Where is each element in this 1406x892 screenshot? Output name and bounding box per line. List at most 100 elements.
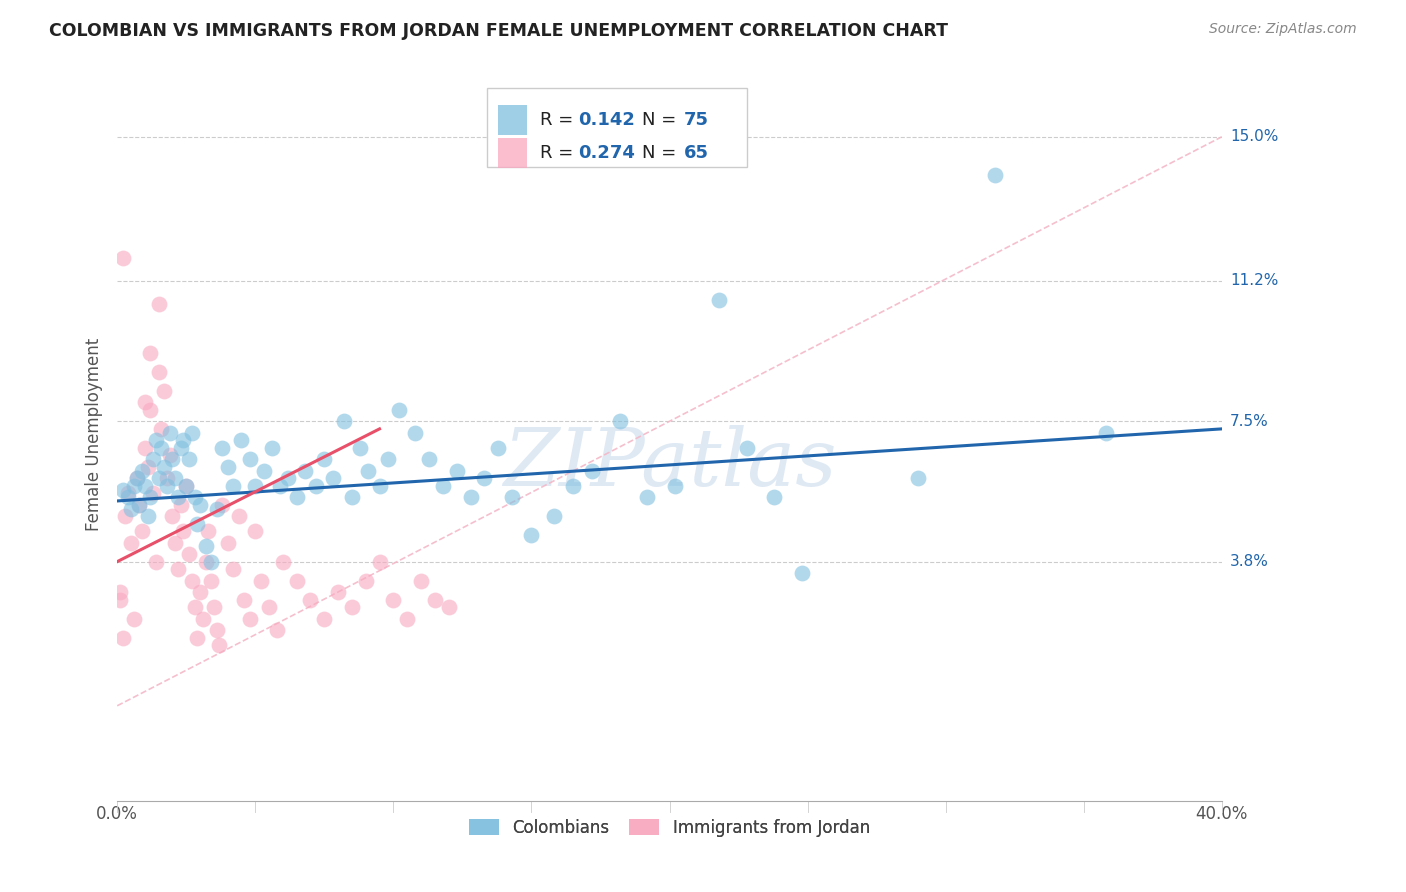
Point: [136, 509, 159, 524]
Point: [314, 452, 336, 467]
Point: [194, 555, 217, 569]
Point: [120, 535, 142, 549]
Point: [128, 498, 150, 512]
FancyBboxPatch shape: [498, 104, 527, 136]
Point: [520, 528, 543, 542]
Point: [202, 600, 225, 615]
Point: [148, 365, 170, 379]
Point: [245, 479, 267, 493]
Point: [709, 293, 731, 307]
Point: [277, 471, 299, 485]
Point: [177, 547, 200, 561]
Point: [388, 403, 411, 417]
Text: 7.5%: 7.5%: [1230, 414, 1268, 429]
Point: [122, 479, 145, 493]
Point: [156, 471, 179, 485]
Point: [581, 464, 603, 478]
Point: [294, 464, 316, 478]
Point: [432, 479, 454, 493]
Point: [148, 296, 170, 310]
Point: [180, 574, 202, 588]
Point: [239, 452, 262, 467]
Point: [177, 452, 200, 467]
Point: [134, 441, 156, 455]
Point: [186, 631, 208, 645]
Point: [170, 498, 193, 512]
Point: [211, 498, 233, 512]
Text: 0.142: 0.142: [578, 111, 634, 129]
Point: [543, 509, 565, 524]
Point: [299, 592, 322, 607]
Point: [145, 555, 167, 569]
Point: [349, 441, 371, 455]
Text: 15.0%: 15.0%: [1230, 129, 1278, 145]
Point: [194, 540, 217, 554]
Text: Source: ZipAtlas.com: Source: ZipAtlas.com: [1209, 22, 1357, 37]
Point: [136, 459, 159, 474]
Text: 65: 65: [683, 145, 709, 162]
Point: [418, 452, 440, 467]
Point: [1095, 425, 1118, 440]
Point: [257, 600, 280, 615]
Point: [404, 425, 426, 440]
Point: [125, 471, 148, 485]
Point: [260, 441, 283, 455]
Point: [228, 509, 250, 524]
Point: [205, 623, 228, 637]
Point: [231, 434, 253, 448]
Point: [354, 574, 377, 588]
Point: [266, 623, 288, 637]
FancyBboxPatch shape: [498, 137, 527, 169]
Point: [326, 585, 349, 599]
Point: [153, 459, 176, 474]
Point: [142, 452, 165, 467]
Point: [117, 486, 139, 500]
Point: [382, 592, 405, 607]
Point: [145, 434, 167, 448]
Point: [332, 414, 354, 428]
Point: [984, 168, 1007, 182]
Point: [167, 490, 190, 504]
Point: [907, 471, 929, 485]
Point: [125, 471, 148, 485]
Text: ZIPatlas: ZIPatlas: [503, 425, 837, 502]
Point: [501, 490, 523, 504]
Point: [446, 464, 468, 478]
Point: [208, 638, 231, 652]
Point: [172, 524, 194, 539]
Point: [153, 384, 176, 398]
Point: [735, 441, 758, 455]
Point: [437, 600, 460, 615]
Point: [245, 524, 267, 539]
Point: [763, 490, 786, 504]
Point: [134, 395, 156, 409]
Point: [188, 498, 211, 512]
Point: [200, 574, 222, 588]
Point: [108, 592, 131, 607]
Point: [174, 479, 197, 493]
Point: [191, 611, 214, 625]
Point: [205, 501, 228, 516]
Point: [636, 490, 658, 504]
Point: [159, 425, 181, 440]
Point: [217, 459, 239, 474]
Point: [340, 600, 363, 615]
Point: [285, 490, 308, 504]
Point: [790, 566, 813, 580]
Point: [340, 490, 363, 504]
Point: [183, 600, 205, 615]
Text: R =: R =: [540, 111, 579, 129]
Text: 75: 75: [683, 111, 709, 129]
Point: [377, 452, 399, 467]
Point: [139, 490, 162, 504]
Point: [368, 555, 391, 569]
Point: [122, 611, 145, 625]
Text: 0.274: 0.274: [578, 145, 634, 162]
Text: R =: R =: [540, 145, 579, 162]
Point: [131, 464, 153, 478]
Point: [271, 555, 294, 569]
Point: [396, 611, 419, 625]
Point: [111, 483, 134, 497]
Point: [165, 471, 187, 485]
Text: N =: N =: [643, 111, 682, 129]
